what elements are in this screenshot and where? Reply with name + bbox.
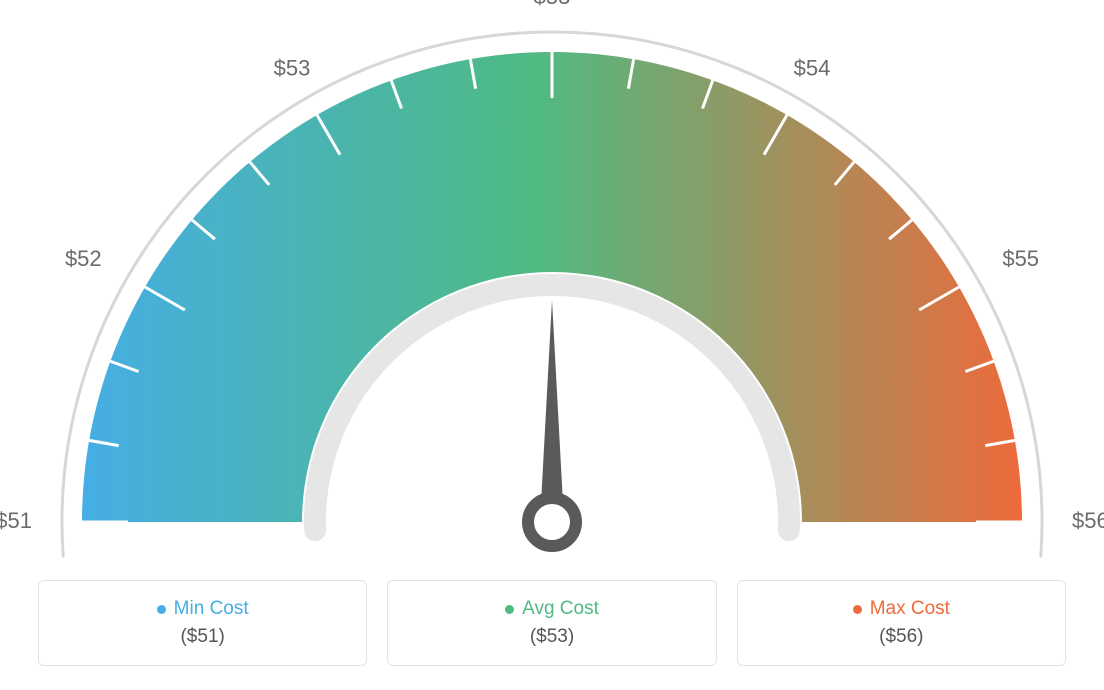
gauge-tick-label: $52 [65,246,102,271]
legend-card-avg: Avg Cost ($53) [387,580,716,666]
legend-value-min: ($51) [180,626,224,648]
gauge-tick-label: $53 [274,56,311,81]
legend-card-max: Max Cost ($56) [737,580,1066,666]
gauge-tick-label: $55 [1002,246,1039,271]
legend-label-avg: Avg Cost [522,598,599,620]
gauge-needle-hub [528,498,576,546]
legend-label-max: Max Cost [870,598,950,620]
legend-dot-avg [505,605,514,614]
legend-value-max: ($56) [879,626,923,648]
legend-card-min: Min Cost ($51) [38,580,367,666]
legend-label-min: Min Cost [174,598,249,620]
gauge-tick-label: $54 [794,56,831,81]
legend-row: Min Cost ($51) Avg Cost ($53) Max Cost (… [38,580,1066,666]
gauge-tick-label: $51 [0,508,32,533]
gauge-tick-label: $53 [534,0,571,9]
gauge-needle [540,300,564,522]
gauge-tick-label: $56 [1072,508,1104,533]
cost-gauge: $51 $52 $53 $53 $54 $55 $56 [0,0,1104,566]
legend-dot-min [157,605,166,614]
legend-dot-max [853,605,862,614]
legend-value-avg: ($53) [530,626,574,648]
